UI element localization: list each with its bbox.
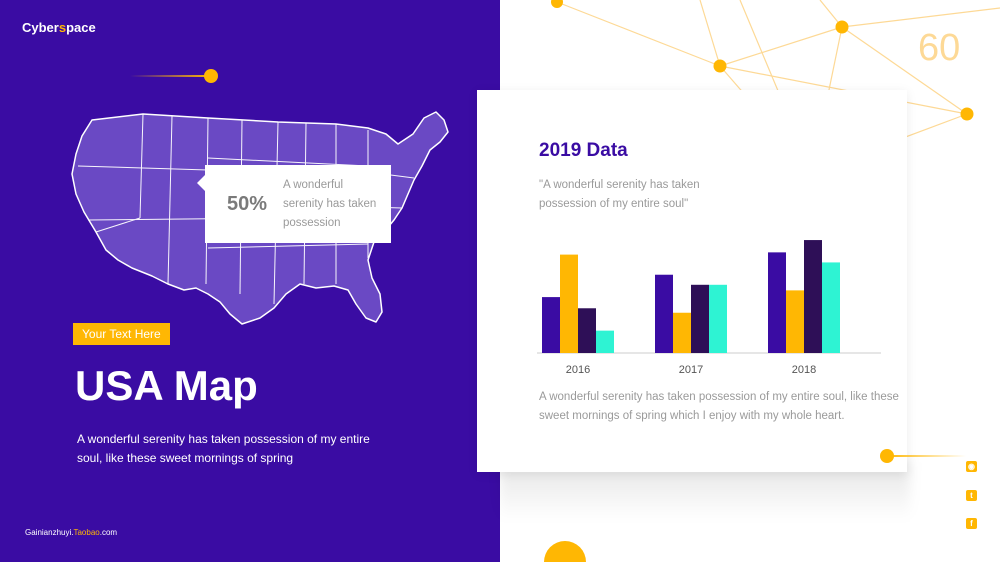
chart-bar [596,330,614,353]
callout-text: A wonderful serenity has taken possessio… [283,178,377,229]
chart-bar [542,297,560,353]
twitter-icon[interactable]: t [966,490,977,501]
chart-bar [673,312,691,353]
chart-bar [822,262,840,353]
card-title: 2019 Data [539,140,628,161]
bar-chart: 2016 2017 2018 [537,240,881,376]
chart-tick-label: 2016 [566,364,590,376]
page-subtitle: A wonderful serenity has taken possessio… [77,432,370,465]
decor-dot-bottom [544,541,586,562]
data-card: 2019 Data "A wonderful serenity has take… [477,90,907,472]
text-tag: Your Text Here [73,323,170,345]
footer-url-accent: Taobao [73,528,100,537]
chart-bar [768,252,786,353]
chart-bar [655,274,673,353]
card-quote: "A wonderful serenity has taken possessi… [539,179,700,210]
chart-bar [578,308,596,353]
decor-dot-right [880,449,894,463]
chart-bar [560,254,578,353]
left-panel: Cyberspace 5 [0,0,500,562]
decor-line [130,75,210,77]
chart-tick-label: 2017 [679,364,703,376]
chart-bar [691,284,709,353]
chart-tick-label: 2018 [792,364,816,376]
footer-url[interactable]: Gainianzhuyi.Taobao.com [25,527,140,538]
chart-bar [786,290,804,353]
chart-bar [804,240,822,353]
footer-url-suffix: .com [99,528,118,537]
brand-suffix: pace [66,20,96,35]
brand-logo: Cyberspace [22,20,96,35]
brand-prefix: Cyber [22,20,59,35]
page-title: USA Map [75,362,258,409]
brand-accent: s [58,20,67,35]
decor-dot [204,69,218,83]
slide-number: 60 [918,27,961,69]
map-callout: 50% A wonderful serenity has taken posse… [197,165,391,243]
chart-bar [709,284,727,353]
rss-icon[interactable]: ◉ [966,461,977,472]
card-description: A wonderful serenity has taken possessio… [539,391,899,422]
footer-url-prefix: Gainianzhuyi. [25,528,74,537]
callout-percent: 50% [227,192,268,215]
facebook-icon[interactable]: f [966,518,977,529]
decor-line-right [886,455,966,457]
